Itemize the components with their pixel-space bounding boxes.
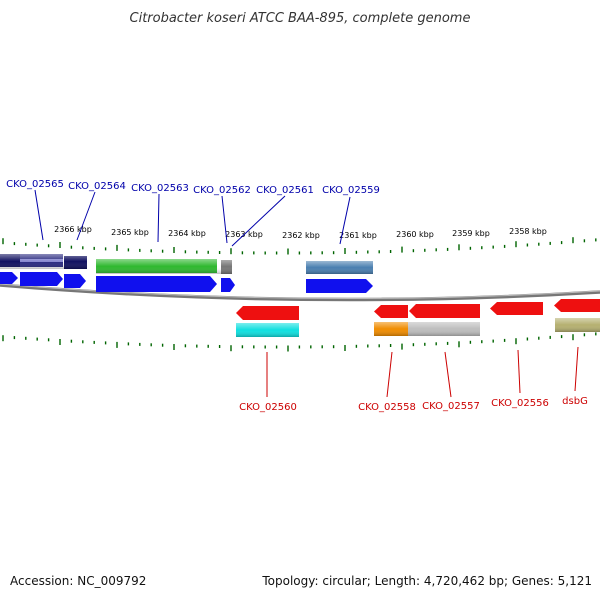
label-leader-line <box>444 351 452 398</box>
shade-overlay <box>236 323 299 337</box>
label-leader-line <box>76 191 96 241</box>
genome-title: Citrobacter koseri ATCC BAA-895, complet… <box>130 11 471 26</box>
genome-backbone <box>0 283 600 302</box>
scale-ticks-bottom <box>2 332 597 352</box>
cds-arrow-forward[interactable] <box>64 274 86 288</box>
tick-label: 2362 kbp <box>282 231 320 240</box>
tick-label: 2364 kbp <box>168 229 206 238</box>
genome-backbone-highlight <box>0 283 600 300</box>
gene-label-cko-02562[interactable]: CKO_02562 <box>193 185 251 196</box>
shade-overlay <box>0 254 87 269</box>
label-leader-line <box>231 195 286 247</box>
shade-overlay <box>306 261 373 274</box>
cds-arrow-forward[interactable] <box>96 276 217 292</box>
label-leader-line <box>386 351 393 398</box>
gene-label-cko-02558[interactable]: CKO_02558 <box>358 402 416 413</box>
cds-arrow-reverse[interactable] <box>490 302 543 315</box>
shade-overlay <box>96 259 232 274</box>
tick-label: 2361 kbp <box>339 231 377 240</box>
scale-labels: 2366 kbp 2365 kbp 2364 kbp 2363 kbp 2362… <box>54 225 547 240</box>
tick-label: 2365 kbp <box>111 228 149 237</box>
gene-label-cko-02564[interactable]: CKO_02564 <box>68 181 126 192</box>
cds-arrow-reverse[interactable] <box>409 304 480 318</box>
forward-cds-track <box>0 272 373 293</box>
gene-label-cko-02565[interactable]: CKO_02565 <box>6 179 64 190</box>
genome-summary-text: Topology: circular; Length: 4,720,462 bp… <box>261 574 592 588</box>
tick-label: 2360 kbp <box>396 230 434 239</box>
lower-gene-labels: CKO_02560 CKO_02558 CKO_02557 CKO_02556 … <box>239 346 588 413</box>
tick-label: 2366 kbp <box>54 225 92 234</box>
upper-feature-track <box>0 254 373 274</box>
cds-arrow-reverse[interactable] <box>554 299 600 312</box>
reverse-cds-track <box>236 299 600 320</box>
cds-arrow-forward[interactable] <box>0 272 18 284</box>
scale-ticks-top <box>2 237 597 255</box>
shade-overlay <box>555 318 600 332</box>
cds-arrow-reverse[interactable] <box>374 305 408 318</box>
lower-feature-track <box>236 318 600 337</box>
gene-label-dsbg[interactable]: dsbG <box>562 396 588 407</box>
gene-label-cko-02561[interactable]: CKO_02561 <box>256 185 314 196</box>
label-leader-line <box>34 189 44 241</box>
upper-gene-labels: CKO_02565 CKO_02564 CKO_02563 CKO_02562 … <box>6 179 380 247</box>
gene-label-cko-02563[interactable]: CKO_02563 <box>131 183 189 194</box>
cds-arrow-forward[interactable] <box>221 278 235 292</box>
tick-label: 2358 kbp <box>509 227 547 236</box>
cds-arrow-forward[interactable] <box>306 279 373 293</box>
label-leader-line <box>574 346 579 392</box>
label-leader-line <box>157 193 160 243</box>
tick-label: 2359 kbp <box>452 229 490 238</box>
label-leader-line <box>339 196 351 245</box>
label-leader-line <box>517 349 521 394</box>
gene-label-cko-02559[interactable]: CKO_02559 <box>322 185 380 196</box>
shade-overlay <box>374 322 480 336</box>
cds-arrow-forward[interactable] <box>20 272 63 286</box>
label-leader-line <box>221 195 228 244</box>
cds-arrow-reverse[interactable] <box>236 306 299 320</box>
accession-text: Accession: NC_009792 <box>10 574 146 588</box>
gene-label-cko-02560[interactable]: CKO_02560 <box>239 402 297 413</box>
gene-label-cko-02556[interactable]: CKO_02556 <box>491 398 549 409</box>
gene-label-cko-02557[interactable]: CKO_02557 <box>422 401 480 412</box>
